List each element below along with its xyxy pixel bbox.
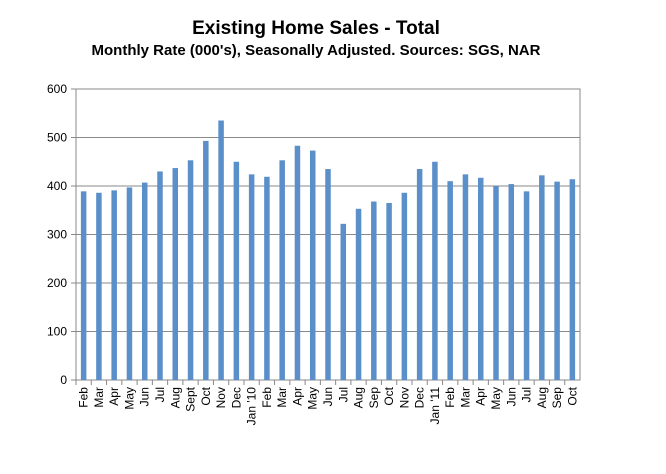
bar-29 (523, 191, 530, 380)
bar-30 (539, 175, 545, 380)
x-tick-label: Sep (550, 387, 564, 409)
bar-17 (340, 223, 347, 380)
x-tick-label: Jan '10 (245, 387, 259, 426)
x-tick-label: Aug (352, 387, 366, 408)
x-tick-label: May (122, 387, 136, 410)
bar-0 (80, 191, 87, 380)
bar-7 (187, 160, 194, 380)
x-tick-label: Jun (504, 387, 518, 406)
bar-28 (508, 184, 515, 380)
bar-12 (264, 176, 270, 380)
x-tick-label: Oct (382, 386, 396, 405)
bar-8 (203, 140, 209, 380)
x-tick-label: Sept (184, 386, 198, 411)
chart-title: Existing Home Sales - Total (192, 18, 440, 39)
bar-3 (126, 187, 133, 380)
x-tick-label: Mar (275, 387, 289, 408)
bar-20 (386, 202, 392, 380)
chart-subtitle: Monthly Rate (000's), Seasonally Adjuste… (92, 42, 541, 59)
bar-4 (141, 182, 148, 380)
bar-6 (172, 168, 179, 380)
x-tick-label: Jan '11 (428, 387, 442, 425)
y-tick-label: 0 (60, 373, 67, 387)
x-tick-label: Apr (290, 387, 304, 406)
bar-31 (554, 181, 560, 380)
x-tick-label: Mar (92, 387, 106, 408)
x-tick-label: Nov (397, 387, 411, 408)
bar-13 (279, 160, 285, 380)
bar-26 (477, 177, 484, 380)
y-tick-label: 300 (47, 228, 67, 242)
y-tick-label: 600 (47, 82, 67, 96)
x-tick-label: Jul (336, 387, 350, 402)
bar-16 (325, 169, 331, 380)
x-tick-label: Nov (214, 387, 228, 408)
bar-14 (294, 145, 301, 380)
bar-18 (355, 208, 362, 380)
x-tick-label: Dec (413, 387, 427, 408)
x-tick-label: Apr (107, 387, 121, 406)
bar-15 (309, 150, 316, 380)
bar-23 (432, 161, 438, 380)
x-tick-label: Oct (565, 386, 579, 405)
y-tick-label: 200 (47, 276, 67, 290)
bar-5 (157, 171, 163, 380)
x-tick-label: Jul (153, 387, 167, 402)
x-tick-label: May (306, 387, 320, 410)
x-tick-label: Jul (520, 387, 534, 402)
x-tick-label: Sep (367, 387, 381, 409)
x-tick-label: Oct (199, 386, 213, 405)
bar-10 (233, 161, 240, 380)
bar-11 (248, 174, 255, 380)
bar-22 (416, 169, 423, 380)
x-tick-label: Jun (321, 387, 335, 406)
bar-24 (447, 181, 453, 380)
bar-21 (401, 192, 408, 380)
y-axis: 0 100 200 300 400 500 600 (47, 82, 76, 387)
x-axis: Feb Mar Apr May Jun Jul Aug Sept Oct Nov Dec Jan '1… (75, 380, 579, 426)
x-tick-label: Mar (458, 387, 472, 408)
bar-25 (462, 174, 469, 380)
y-tick-label: 100 (47, 325, 67, 339)
x-tick-label: Feb (77, 387, 91, 408)
bar-19 (371, 201, 377, 380)
x-tick-label: Feb (443, 387, 457, 408)
x-tick-label: Aug (168, 387, 182, 408)
y-tick-label: 400 (47, 179, 67, 193)
bar-2 (111, 190, 117, 380)
x-tick-label: Feb (260, 387, 274, 408)
bar-1 (96, 192, 102, 380)
x-tick-label: Apr (474, 387, 488, 406)
y-tick-label: 500 (47, 131, 67, 145)
x-tick-label: May (489, 387, 503, 410)
x-tick-label: Dec (229, 387, 243, 408)
x-tick-label: Jun (138, 387, 152, 406)
bars (80, 120, 576, 381)
bar-27 (493, 186, 499, 380)
x-tick-label: Aug (535, 387, 549, 408)
bar-9 (218, 120, 224, 381)
bar-32 (569, 179, 576, 380)
